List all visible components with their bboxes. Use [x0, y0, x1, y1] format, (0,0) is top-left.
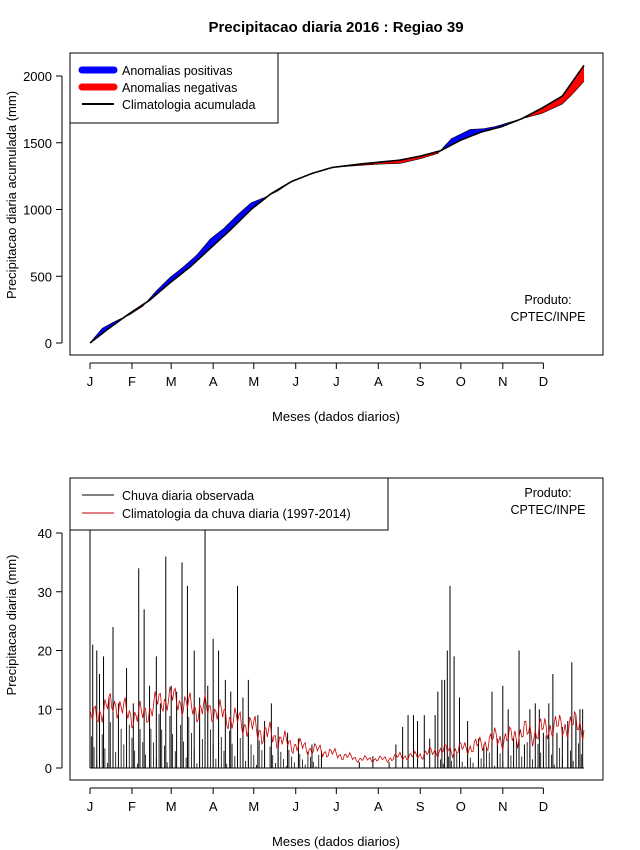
- top-y-tick-label: 2000: [23, 69, 52, 84]
- top-x-tick-label: D: [539, 374, 548, 389]
- bottom-x-tick-label: A: [374, 799, 383, 814]
- top-x-tick-label: A: [209, 374, 218, 389]
- bottom-x-tick-label: O: [456, 799, 466, 814]
- top-y-tick-label: 1500: [23, 136, 52, 151]
- top-x-tick-label: J: [292, 374, 299, 389]
- top-x-tick-label: J: [333, 374, 340, 389]
- bottom-y-tick-label: 0: [45, 761, 52, 776]
- bottom-x-tick-label: D: [539, 799, 548, 814]
- bottom-x-axis-label: Meses (dados diarios): [272, 834, 400, 849]
- top-x-tick-label: A: [374, 374, 383, 389]
- legend-climatology-label: Climatologia acumulada: [122, 98, 255, 112]
- bottom-y-tick-label: 20: [38, 644, 52, 659]
- chart-title: Precipitacao diaria 2016 : Regiao 39: [208, 19, 463, 36]
- top-y-tick-label: 1000: [23, 203, 52, 218]
- top-x-tick-label: S: [416, 374, 425, 389]
- bottom-y-axis: 0 10 20 30 40: [38, 526, 63, 776]
- bottom-x-tick-label: M: [248, 799, 259, 814]
- observed-cumulative-line: [89, 81, 585, 344]
- top-credit-line1: Produto:: [524, 293, 571, 307]
- bottom-legend: Chuva diaria observada Climatologia da c…: [69, 477, 389, 531]
- daily-chart: 0 10 20 30 40 J F M A M J J A S O N D Meses (dados diar…: [4, 477, 604, 849]
- top-x-tick-label: O: [456, 374, 466, 389]
- top-y-axis: 0 500 1000 1500 2000: [23, 69, 63, 351]
- top-x-tick-label: F: [128, 374, 136, 389]
- top-plot-frame: [69, 52, 604, 356]
- top-credit-line2: CPTEC/INPE: [510, 310, 585, 324]
- legend-clim-daily-label: Climatologia da chuva diaria (1997-2014): [122, 507, 351, 521]
- bottom-credit-line1: Produto:: [524, 486, 571, 500]
- bottom-x-tick-label: J: [292, 799, 299, 814]
- top-x-tick-label: J: [87, 374, 94, 389]
- bottom-legend-box: [69, 477, 389, 531]
- bottom-x-tick-label: M: [166, 799, 177, 814]
- bottom-credit-line2: CPTEC/INPE: [510, 503, 585, 517]
- top-series-layer: [89, 64, 585, 344]
- cumulative-chart: Precipitacao diaria 2016 : Regiao 39 0 50…: [4, 19, 604, 424]
- top-y-tick-label: 500: [30, 269, 52, 284]
- legend-negative-label: Anomalias negativas: [122, 81, 237, 95]
- bottom-x-tick-label: N: [498, 799, 507, 814]
- negative-anomaly-area: [521, 65, 584, 119]
- bottom-x-tick-label: A: [209, 799, 218, 814]
- bottom-series-layer: [89, 521, 585, 769]
- top-legend: Anomalias positivas Anomalias negativas …: [69, 52, 279, 124]
- bottom-x-tick-label: J: [87, 799, 94, 814]
- legend-positive-label: Anomalias positivas: [122, 64, 232, 78]
- top-y-tick-label: 0: [45, 336, 52, 351]
- bottom-x-tick-label: J: [333, 799, 340, 814]
- top-x-tick-label: M: [166, 374, 177, 389]
- top-y-axis-label: Precipitacao diaria acumulada (mm): [4, 91, 19, 299]
- top-x-tick-label: N: [498, 374, 507, 389]
- top-x-tick-label: M: [248, 374, 259, 389]
- bottom-y-tick-label: 10: [38, 702, 52, 717]
- bottom-y-tick-label: 40: [38, 526, 52, 541]
- bottom-x-tick-label: S: [416, 799, 425, 814]
- bottom-y-tick-label: 30: [38, 585, 52, 600]
- climatology-daily-line: [89, 686, 585, 764]
- bottom-x-tick-label: F: [128, 799, 136, 814]
- bottom-y-axis-label: Precipitacao diaria (mm): [4, 555, 19, 696]
- top-x-axis-label: Meses (dados diarios): [272, 409, 400, 424]
- legend-observed-label: Chuva diaria observada: [122, 489, 254, 503]
